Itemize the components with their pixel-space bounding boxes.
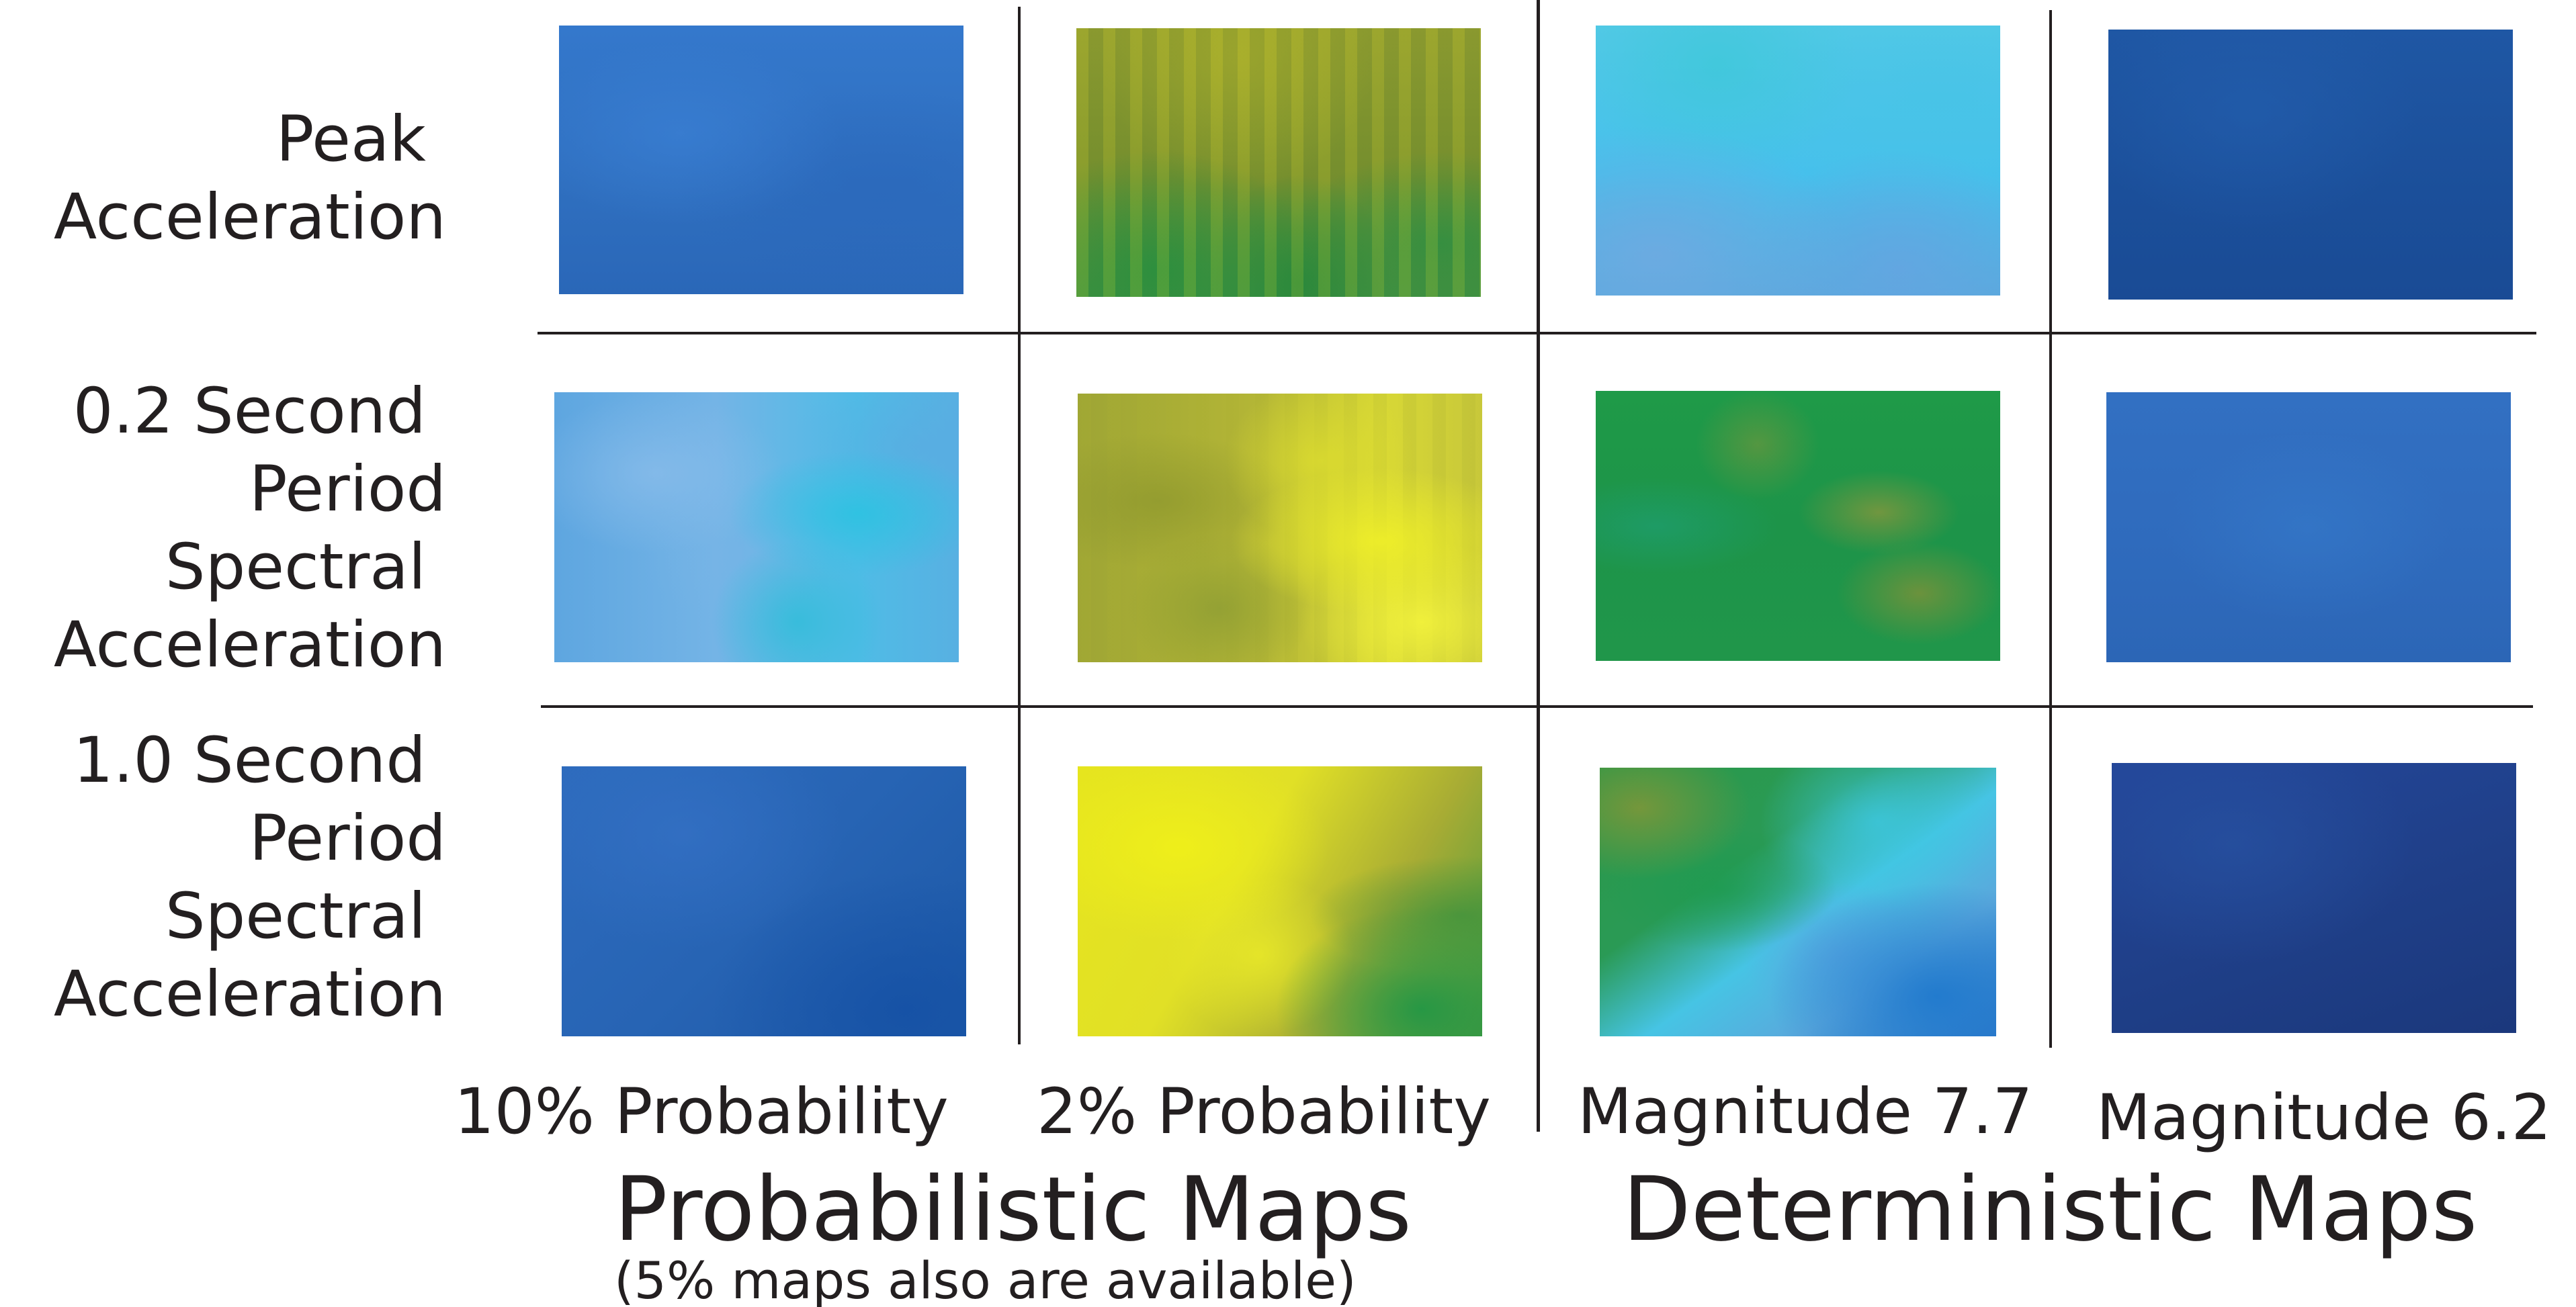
probabilistic-maps-note: (5% maps also are available) <box>614 1251 1357 1307</box>
row-label-line: 1.0 Second <box>73 724 426 797</box>
map-1-0-second-2-percent <box>1078 766 1482 1036</box>
column-label-2-percent-probability: 2% Probability <box>1037 1075 1491 1148</box>
row-label-line: Acceleration <box>53 181 446 254</box>
row-label-line: Period <box>249 802 446 875</box>
column-label-magnitude-6-2: Magnitude 6.2 <box>2096 1081 2552 1155</box>
vertical-divider-main <box>1537 0 1540 1132</box>
row-label-line: Period <box>249 453 446 526</box>
row-label-line: Spectral <box>165 880 426 953</box>
horizontal-divider-row-1 <box>538 332 2536 334</box>
row-label-line: Spectral <box>165 531 426 604</box>
map-0-2-second-magnitude-7-7 <box>1596 391 2000 661</box>
row-label-line: Peak <box>275 103 426 176</box>
map-0-2-second-magnitude-6-2 <box>2106 392 2511 662</box>
group-label-deterministic-maps: Deterministic Maps <box>1623 1158 2478 1261</box>
group-label-probabilistic-maps: Probabilistic Maps <box>614 1158 1412 1261</box>
map-1-0-second-magnitude-6-2 <box>2112 763 2516 1033</box>
map-peak-acceleration-magnitude-6-2 <box>2108 30 2513 300</box>
map-peak-acceleration-10-percent <box>559 26 963 294</box>
map-0-2-second-2-percent <box>1078 394 1482 662</box>
column-label-10-percent-probability: 10% Probability <box>454 1075 949 1148</box>
vertical-divider-probabilistic-columns <box>1018 7 1021 1044</box>
row-label-peak-acceleration: Peak Acceleration <box>0 101 446 257</box>
row-label-0-2-second-period: 0.2 Second Period Spectral Acceleration <box>0 373 446 684</box>
vertical-divider-deterministic-columns <box>2049 10 2052 1048</box>
row-label-line: Acceleration <box>53 609 446 682</box>
column-label-magnitude-7-7: Magnitude 7.7 <box>1578 1075 2033 1148</box>
horizontal-divider-row-2 <box>541 705 2533 708</box>
map-peak-acceleration-magnitude-7-7 <box>1596 26 2000 296</box>
map-peak-acceleration-2-percent <box>1076 28 1481 297</box>
row-label-line: Acceleration <box>53 958 446 1031</box>
map-1-0-second-10-percent <box>562 766 966 1036</box>
map-1-0-second-magnitude-7-7 <box>1600 768 1996 1036</box>
map-0-2-second-10-percent <box>554 392 959 662</box>
row-label-line: 0.2 Second <box>73 375 426 448</box>
row-label-1-0-second-period: 1.0 Second Period Spectral Acceleration <box>0 722 446 1034</box>
